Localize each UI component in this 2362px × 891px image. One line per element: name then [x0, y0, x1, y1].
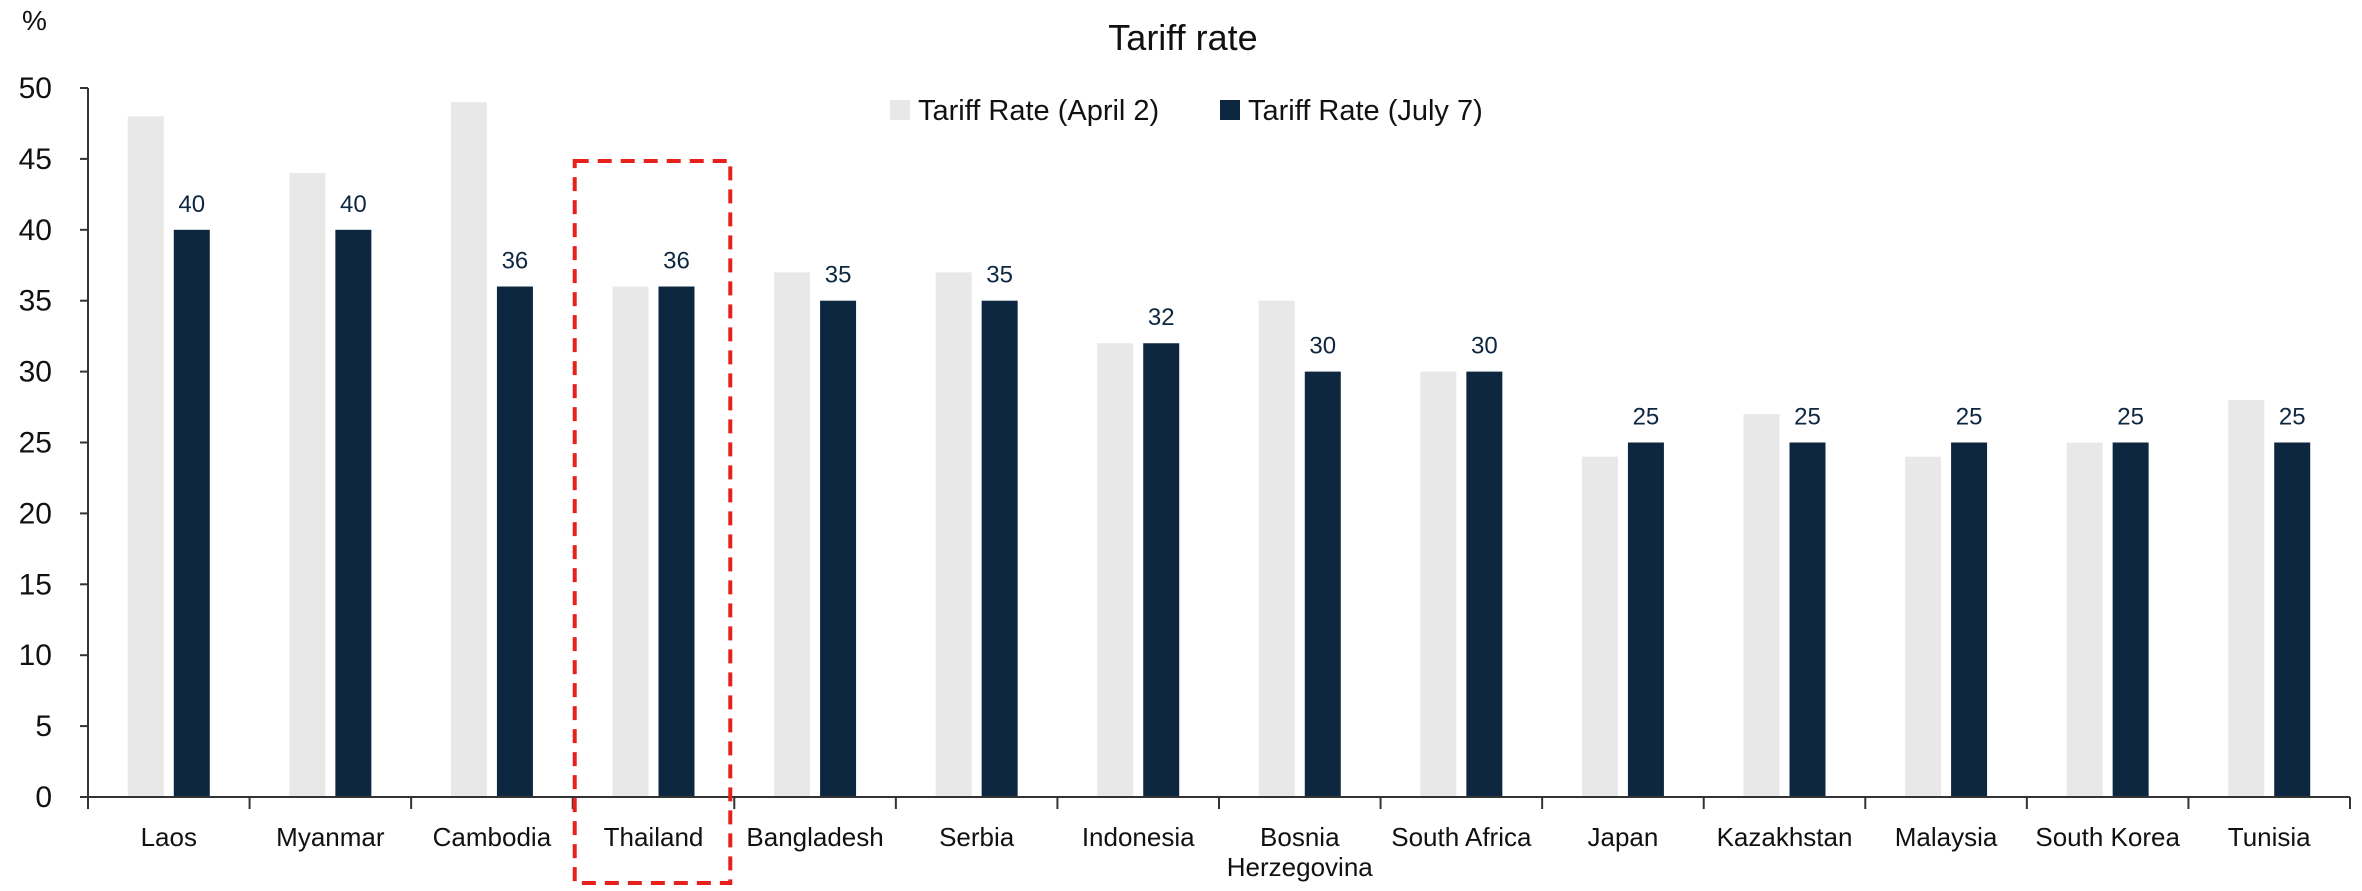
x-category-label: Myanmar: [276, 822, 385, 852]
y-tick-label: 50: [19, 72, 52, 105]
chart-title: Tariff rate: [1108, 17, 1257, 58]
y-tick-label: 5: [35, 710, 52, 743]
bar-series-1: [935, 272, 972, 798]
legend-label: Tariff Rate (July 7): [1248, 95, 1483, 127]
data-label: 36: [663, 248, 690, 275]
x-category-label: Cambodia: [433, 822, 552, 852]
data-label: 32: [1148, 304, 1175, 331]
data-label: 25: [1956, 404, 1983, 431]
data-label: 30: [1471, 333, 1498, 360]
highlight-box: [572, 159, 733, 885]
x-category-label: Herzegovina: [1227, 852, 1374, 882]
y-axis: 0 5 10 15 20 25 30 35 40 45 50: [19, 72, 89, 814]
data-label: 25: [1633, 404, 1660, 431]
bar-series-1: [2228, 399, 2265, 797]
bar-series-2: [1627, 442, 1664, 797]
x-category-label: Bosnia: [1260, 822, 1340, 852]
legend-swatch: [890, 100, 910, 120]
highlight-dashed-box: [572, 159, 733, 885]
y-tick-label: 45: [19, 143, 52, 176]
data-label: 40: [340, 191, 367, 218]
bar-series-1: [774, 272, 811, 798]
bar-series-2: [658, 286, 695, 797]
bar-series-1: [1420, 371, 1457, 797]
data-label: 35: [986, 262, 1013, 289]
bar-series-1: [2066, 442, 2103, 797]
y-tick-label: 25: [19, 427, 52, 460]
y-tick-label: 0: [35, 781, 52, 814]
x-category-label: Thailand: [604, 822, 704, 852]
bar-series-2: [981, 300, 1018, 797]
y-axis-unit-label: %: [22, 5, 47, 36]
bar-series-1: [1905, 456, 1942, 797]
x-category-label: South Korea: [2035, 822, 2180, 852]
bar-series-2: [820, 300, 857, 797]
data-label: 40: [178, 191, 205, 218]
bar-series-2: [1304, 371, 1341, 797]
bar-series-2: [335, 229, 372, 798]
x-category-label: Kazakhstan: [1717, 822, 1853, 852]
bar-series-1: [612, 286, 649, 797]
legend-label: Tariff Rate (April 2): [918, 95, 1159, 127]
bar-series-2: [1789, 442, 1826, 797]
bar-series-2: [496, 286, 533, 797]
bar-series-1: [289, 173, 326, 797]
x-category-label: Japan: [1588, 822, 1659, 852]
bar-series-2: [2274, 442, 2311, 797]
data-label: 25: [2279, 404, 2306, 431]
bar-series-1: [1258, 300, 1295, 797]
bar-series-2: [173, 229, 210, 798]
y-tick-label: 10: [19, 639, 52, 672]
data-label: 35: [825, 262, 852, 289]
bar-series-1: [1097, 343, 1134, 797]
data-label: 36: [502, 248, 529, 275]
x-axis: Laos Myanmar Cambodia Thailand Bangladesh Ser…: [87, 796, 2351, 882]
bar-series-1: [1743, 414, 1780, 797]
bar-series-2: [1466, 371, 1503, 797]
x-category-label: Tunisia: [2228, 822, 2311, 852]
bar-series-1: [1581, 456, 1618, 797]
legend-swatch: [1220, 100, 1240, 120]
y-tick-label: 30: [19, 356, 52, 389]
data-label: 30: [1309, 333, 1336, 360]
data-label: 25: [1794, 404, 1821, 431]
x-category-label: Bangladesh: [746, 822, 883, 852]
bars: 40 40 36 36 35 35 32 30 30 25 25 25 25 25: [127, 102, 2311, 798]
bar-series-2: [1951, 442, 1988, 797]
x-category-label: Laos: [141, 822, 197, 852]
y-tick-label: 40: [19, 214, 52, 247]
legend: Tariff Rate (April 2) Tariff Rate (July 7…: [890, 95, 1483, 127]
bar-series-1: [450, 102, 487, 798]
x-category-label: Indonesia: [1082, 822, 1195, 852]
bar-series-2: [1143, 343, 1180, 797]
y-tick-label: 35: [19, 285, 52, 318]
x-category-label: Serbia: [939, 822, 1015, 852]
x-category-label: Malaysia: [1895, 822, 1998, 852]
y-tick-label: 20: [19, 497, 52, 530]
y-tick-label: 15: [19, 568, 52, 601]
bar-series-1: [127, 116, 164, 798]
bar-series-2: [2112, 442, 2149, 797]
x-category-label: South Africa: [1391, 822, 1532, 852]
data-label: 25: [2117, 404, 2144, 431]
